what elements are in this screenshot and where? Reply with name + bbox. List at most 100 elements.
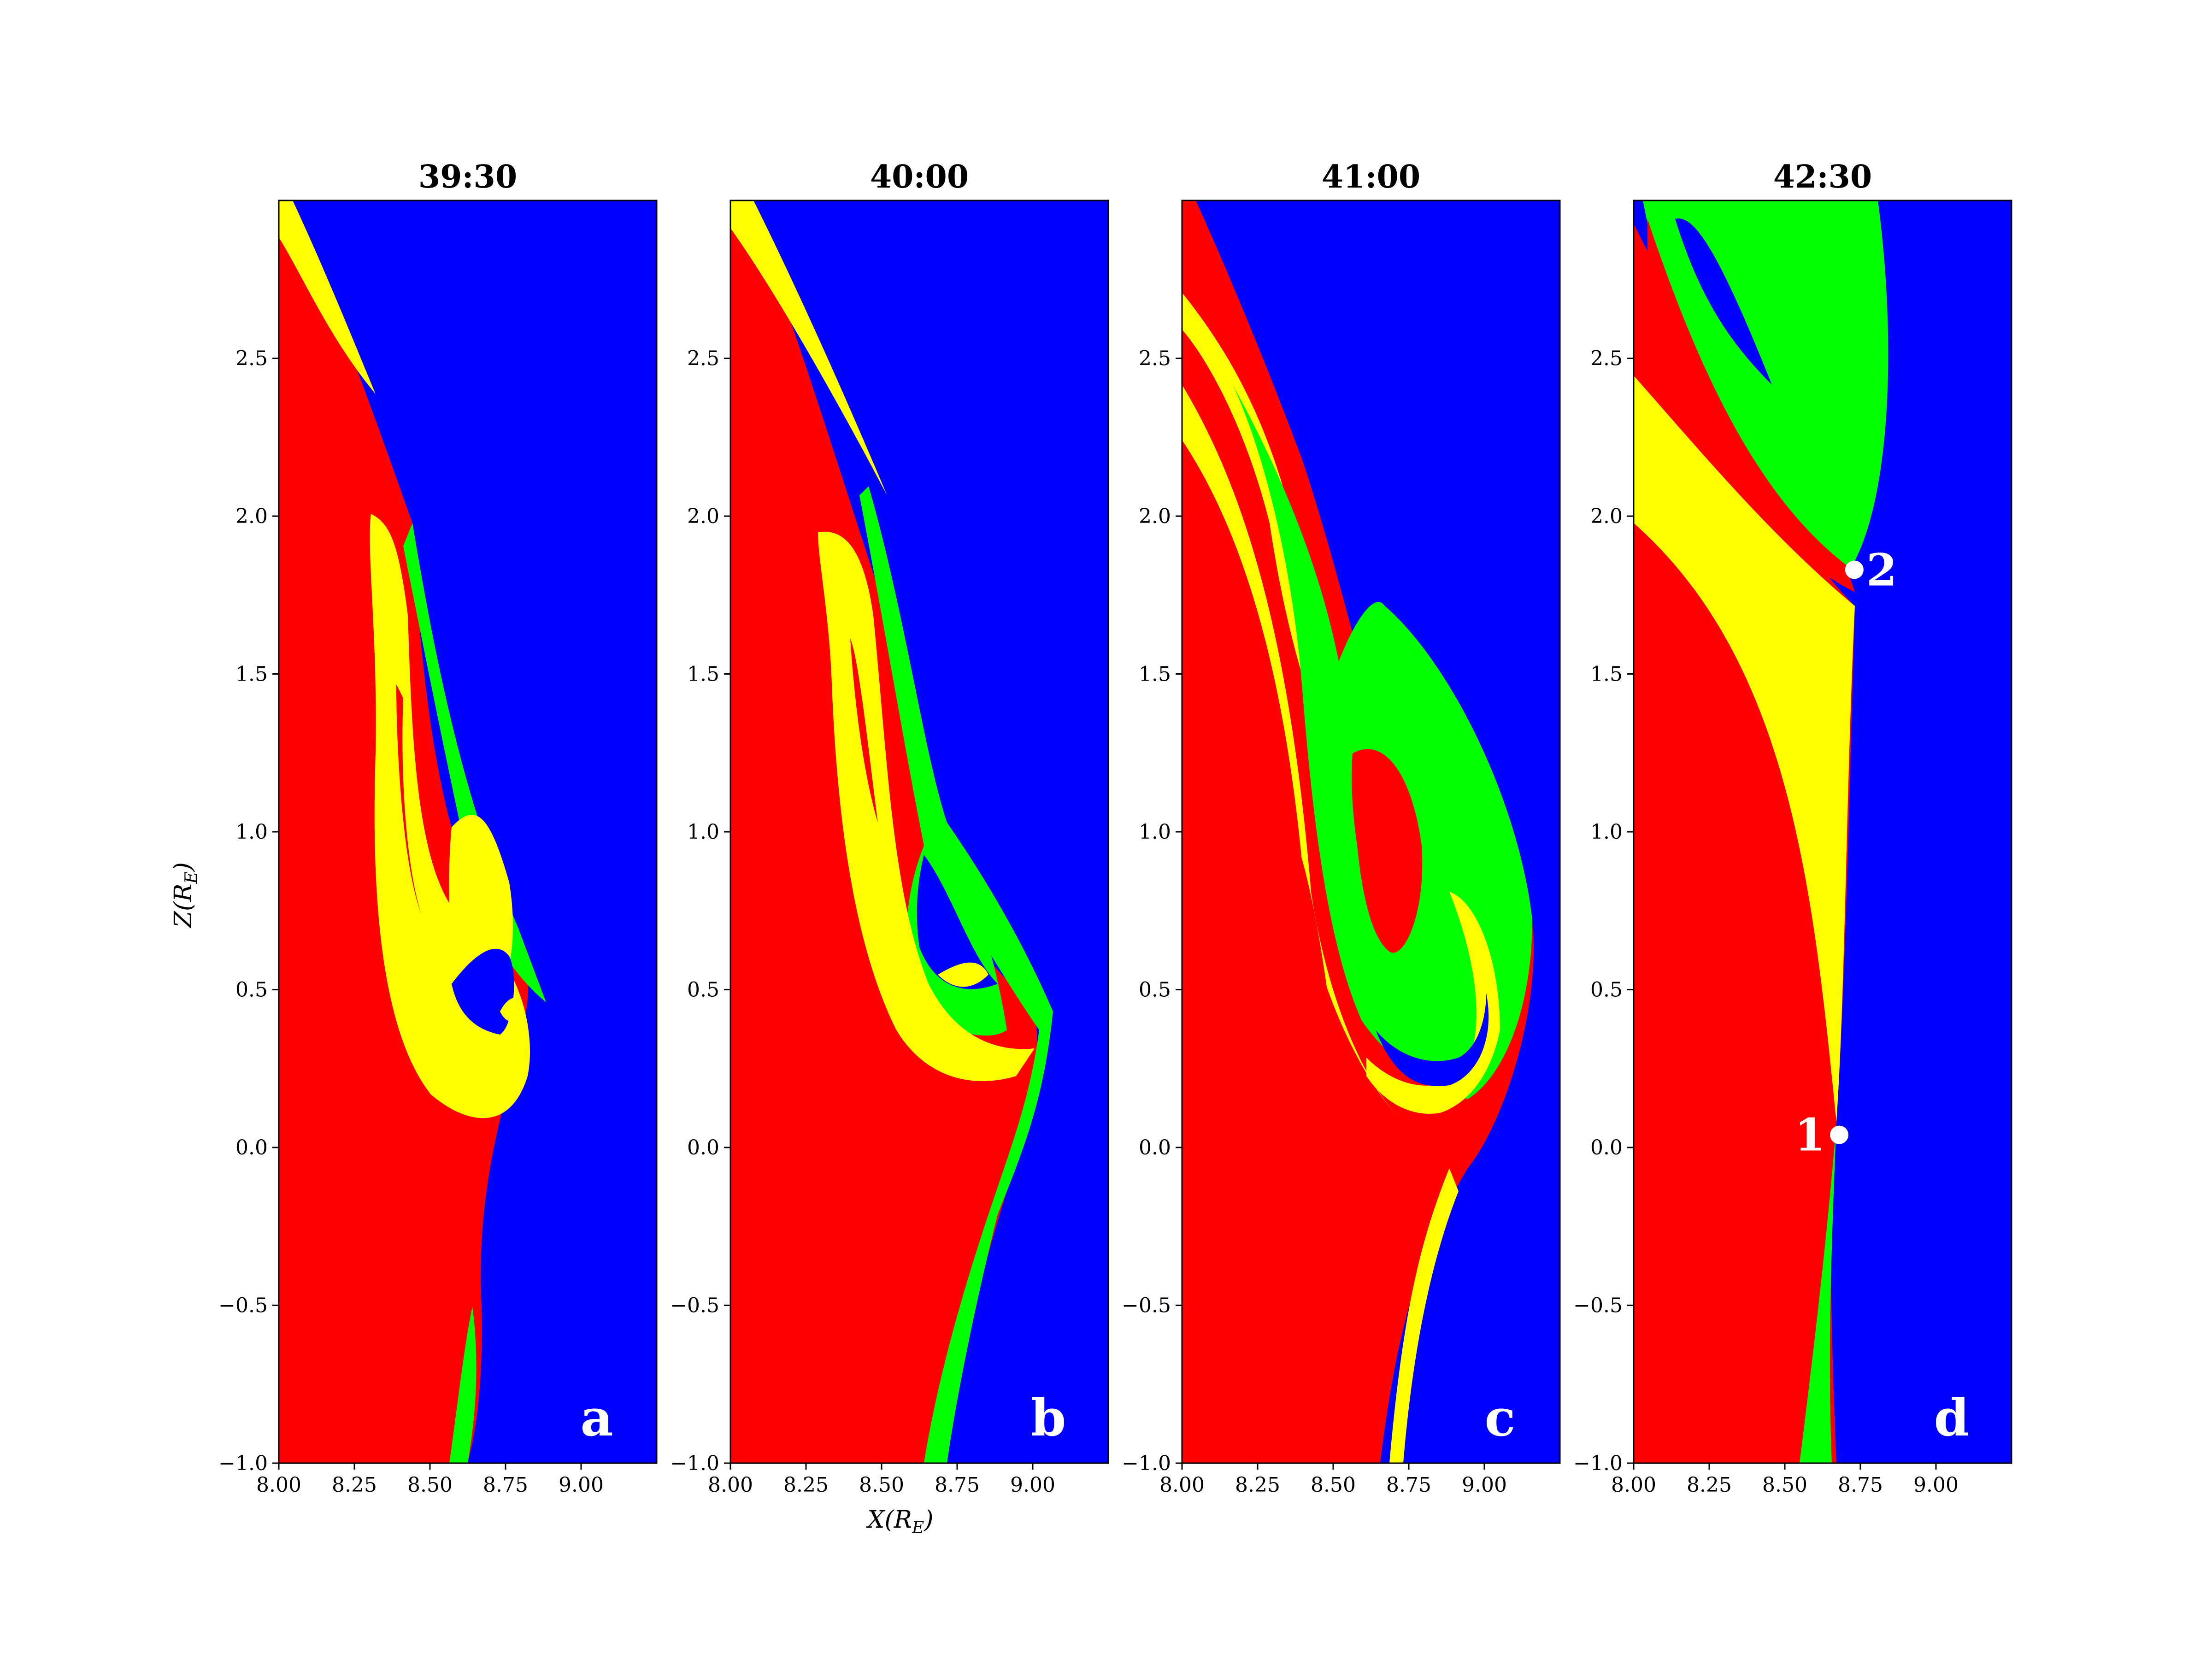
panel-d-xtick-label: 9.00	[1913, 1473, 1959, 1497]
panel-d-yellow-region-2	[1634, 376, 1855, 1122]
panel-c-xtick-label: 8.50	[1311, 1473, 1356, 1497]
panel-b-xtick-label: 8.75	[935, 1473, 980, 1497]
panel-c-ytick-label: −1.0	[1122, 1452, 1171, 1475]
panel-a-title: 39:30	[418, 159, 517, 195]
panel-a-ytick-label: 0.5	[235, 978, 268, 1002]
panel-c-xtick-label: 8.75	[1386, 1473, 1431, 1497]
panel-d-ytick-label: 2.0	[1590, 505, 1623, 528]
panel-a-ytick-label: 1.0	[235, 820, 268, 844]
panel-a-ytick-label: −0.5	[218, 1294, 268, 1318]
marker-1-point	[1830, 1125, 1849, 1144]
panel-d-ytick-label: 0.5	[1590, 978, 1623, 1002]
panel-c-red-region-4	[1352, 749, 1423, 953]
panel-d-ytick-label: 2.5	[1590, 347, 1623, 371]
panel-a-ytick-label: 2.5	[235, 347, 268, 371]
panel-b-ytick-label: 0.0	[687, 1136, 719, 1159]
panel-a: 39:30 8.00 8.25 8.50 8.75 9.00 −1.0 −0.5 0.0 0.5 1…	[170, 159, 658, 1497]
panel-a-red-region-5	[396, 684, 422, 915]
panel-a-xtick-label: 9.00	[559, 1473, 604, 1497]
panel-d-title: 42:30	[1773, 159, 1872, 195]
panel-c-ytick-label: 2.0	[1139, 505, 1171, 528]
panel-b-ytick-label: −0.5	[670, 1294, 719, 1318]
panel-c: 41:00 8.00 8.25 8.50 8.75 9.00 −1.0 −0.5 0.0 0.5 1…	[1122, 159, 1561, 1497]
panel-b-xtick-label: 8.50	[859, 1473, 904, 1497]
panel-a-ytick-label: 1.5	[235, 663, 268, 686]
panel-d-xtick-label: 8.50	[1762, 1473, 1807, 1497]
marker-2-label: 2	[1866, 544, 1897, 596]
panel-b-ytick-label: 0.5	[687, 978, 719, 1002]
panel-a-xtick-label: 8.50	[407, 1473, 453, 1497]
panel-c-green-region-3	[1233, 385, 1532, 1099]
panel-d-ytick-label: −1.0	[1573, 1452, 1623, 1475]
panel-a-ytick-label: 2.0	[235, 505, 268, 528]
panel-b-xtick-label: 9.00	[1010, 1473, 1055, 1497]
panel-c-xtick-label: 9.00	[1462, 1473, 1507, 1497]
panel-a-yellow-region-1	[279, 200, 376, 394]
panel-b-ytick-label: −1.0	[670, 1452, 719, 1475]
panel-d-green-region-3	[1643, 200, 1888, 569]
panel-c-title: 41:00	[1322, 159, 1420, 195]
panel-c-xtick-label: 8.00	[1159, 1473, 1205, 1497]
panel-c-ytick-label: 0.5	[1139, 978, 1171, 1002]
panel-b-ytick-label: 2.0	[687, 505, 719, 528]
panel-c-yellow-region-5	[1366, 892, 1500, 1114]
panel-d-letter: d	[1934, 1388, 1970, 1447]
panel-d-heatmap	[1634, 200, 2012, 1463]
panel-a-blue-region-7	[452, 948, 514, 1035]
panel-b-green-region-2	[859, 486, 1053, 1463]
panel-c-blue-region-6	[1376, 993, 1489, 1086]
panel-b-yellow-region-7	[938, 962, 988, 987]
panel-b-red-region-5	[850, 638, 878, 823]
panel-d-ytick-label: −0.5	[1573, 1294, 1623, 1318]
panel-a-xtick-label: 8.75	[483, 1473, 528, 1497]
panel-b-ytick-label: 2.5	[687, 347, 719, 371]
panel-c-xtick-label: 8.25	[1235, 1473, 1280, 1497]
panel-b-heatmap	[730, 200, 1108, 1463]
panel-d-ytick-label: 0.0	[1590, 1136, 1623, 1159]
panel-c-ytick-label: −0.5	[1122, 1294, 1171, 1318]
panel-c-yellow-region-2	[1182, 385, 1403, 1122]
panel-b-yellow-region-4	[818, 531, 1035, 1082]
panel-a-heatmap	[279, 200, 657, 1463]
panel-c-ytick-label: 2.5	[1139, 347, 1171, 371]
panel-c-yellow-region-7	[1389, 1168, 1459, 1463]
panel-c-red-region-8	[1274, 800, 1330, 1007]
panel-b-xtick-label: 8.25	[783, 1473, 829, 1497]
panel-a-green-region-2	[403, 523, 546, 1002]
panel-d-ytick-label: 1.0	[1590, 820, 1623, 844]
panel-d-xtick-label: 8.00	[1611, 1473, 1656, 1497]
panel-b-blue-region-6	[917, 855, 998, 989]
marker-2-point	[1845, 560, 1864, 579]
panel-a-green-region-3	[449, 1306, 477, 1463]
panel-b-ytick-label: 1.0	[687, 820, 719, 844]
panel-c-heatmap	[1182, 200, 1560, 1463]
panel-d-blue-region-6	[1675, 218, 1772, 385]
panel-a-ytick-label: 0.0	[235, 1136, 268, 1159]
y-axis-label: Z(RE)	[170, 862, 201, 929]
panel-d-xtick-label: 8.25	[1687, 1473, 1732, 1497]
panel-c-ytick-label: 1.5	[1139, 663, 1171, 686]
panel-c-ytick-label: 1.0	[1139, 820, 1171, 844]
panel-b-yellow-region-1	[730, 200, 887, 495]
panel-b-title: 40:00	[870, 159, 969, 195]
x-axis-label: X(RE)	[865, 1506, 933, 1537]
panel-b-ytick-label: 1.5	[687, 663, 719, 686]
panel-b-xtick-label: 8.00	[708, 1473, 753, 1497]
panel-a-xtick-label: 8.25	[332, 1473, 377, 1497]
panel-a-xtick-label: 8.00	[256, 1473, 301, 1497]
panel-d-xtick-label: 8.75	[1838, 1473, 1883, 1497]
panel-a-ytick-label: −1.0	[218, 1452, 268, 1475]
panel-a-yellow-region-6	[449, 815, 513, 993]
panel-a-letter: a	[580, 1388, 613, 1447]
panel-a-yellow-region-8	[500, 998, 523, 1022]
panel-c-letter: c	[1485, 1388, 1516, 1447]
panel-d-green-region-5	[1800, 1122, 1836, 1463]
panel-d-ytick-label: 1.5	[1590, 663, 1623, 686]
marker-1-label: 1	[1794, 1109, 1825, 1161]
panel-d: 42:30 8.00 8.25 8.50 8.75 9.00 −1.0 −0.5 0.0 0.5 1…	[1573, 159, 2012, 1497]
panel-c-yellow-region-1	[1182, 293, 1330, 753]
panel-b: 40:00 8.00 8.25 8.50 8.75 9.00 −1.0 −0.5 0.0 0.5 1…	[670, 159, 1109, 1537]
panel-c-ytick-label: 0.0	[1139, 1136, 1171, 1159]
panel-b-letter: b	[1031, 1388, 1066, 1447]
